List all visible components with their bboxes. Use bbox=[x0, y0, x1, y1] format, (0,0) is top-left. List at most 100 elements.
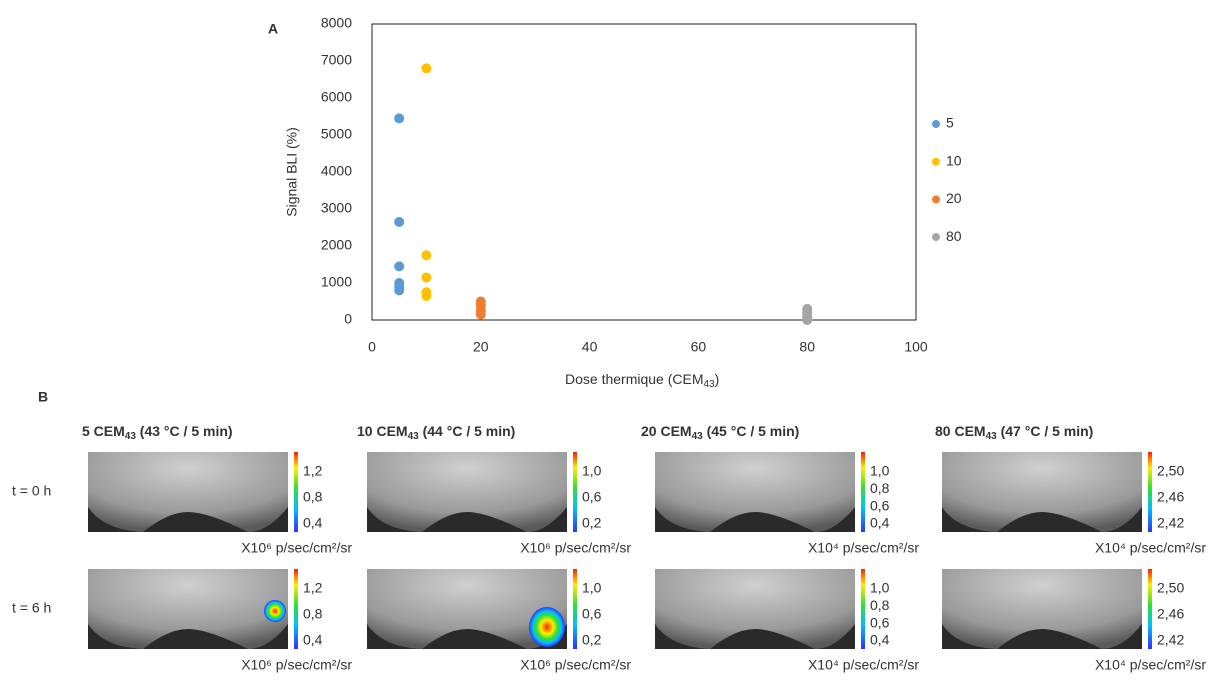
point bbox=[802, 315, 813, 325]
colorbar-label: 0,8 bbox=[870, 597, 890, 613]
x-tick-label: 100 bbox=[904, 339, 928, 355]
x-tick-label: 0 bbox=[368, 339, 376, 355]
legend-label: 5 bbox=[946, 115, 954, 131]
y-tick-label: 2000 bbox=[321, 237, 352, 253]
column-title-part: (47 °C / 5 min) bbox=[997, 423, 1094, 439]
colorbar bbox=[861, 569, 865, 649]
column-title-part: (45 °C / 5 min) bbox=[703, 423, 800, 439]
signal-spot bbox=[529, 607, 565, 647]
legend-label: 20 bbox=[946, 190, 962, 206]
x-tick-label: 40 bbox=[582, 339, 598, 355]
colorbar-label: 2,50 bbox=[1157, 580, 1184, 596]
unit-label: X10⁶ p/sec/cm²/sr bbox=[520, 657, 631, 673]
x-tick-label: 80 bbox=[799, 339, 815, 355]
x-tick-label: 20 bbox=[473, 339, 489, 355]
column-title-part: 43 bbox=[125, 431, 137, 442]
column-title-part: (43 °C / 5 min) bbox=[136, 423, 233, 439]
y-tick-label: 5000 bbox=[321, 126, 352, 142]
point bbox=[394, 261, 405, 272]
mouse-image bbox=[88, 569, 288, 649]
legend-marker bbox=[932, 195, 940, 204]
colorbar-label: 0,8 bbox=[303, 489, 323, 505]
signal-spot bbox=[264, 600, 286, 622]
panel-label: B bbox=[38, 389, 48, 405]
column-title: 20 CEM43 (45 °C / 5 min) bbox=[641, 423, 799, 442]
point bbox=[394, 113, 405, 124]
colorbar bbox=[1148, 452, 1152, 532]
mouse-image bbox=[367, 569, 567, 649]
unit-label: X10⁶ p/sec/cm²/sr bbox=[520, 540, 631, 556]
unit-label: X10⁶ p/sec/cm²/sr bbox=[241, 657, 352, 673]
legend-label: 10 bbox=[946, 152, 962, 168]
colorbar-label: 2,42 bbox=[1157, 515, 1184, 531]
colorbar-label: 0,2 bbox=[582, 515, 602, 531]
column-title-part: 43 bbox=[408, 431, 420, 442]
colorbar bbox=[573, 452, 577, 532]
point bbox=[394, 216, 405, 227]
y-tick-label: 7000 bbox=[321, 52, 352, 68]
column-title-part: 80 CEM bbox=[935, 423, 986, 439]
x-axis-title-part: Dose thermique (CEM bbox=[565, 371, 704, 387]
colorbar-label: 2,46 bbox=[1157, 489, 1184, 505]
unit-label: X10⁶ p/sec/cm²/sr bbox=[241, 540, 352, 556]
column-title-part: (44 °C / 5 min) bbox=[419, 423, 516, 439]
colorbar bbox=[294, 569, 298, 649]
mouse-image bbox=[942, 452, 1142, 532]
colorbar-label: 0,2 bbox=[582, 632, 602, 648]
unit-label: X10⁴ p/sec/cm²/sr bbox=[1095, 657, 1206, 673]
y-tick-label: 4000 bbox=[321, 163, 352, 179]
point bbox=[421, 272, 432, 283]
colorbar-label: 1,0 bbox=[870, 580, 890, 596]
y-tick-label: 6000 bbox=[321, 89, 352, 105]
column-title: 5 CEM43 (43 °C / 5 min) bbox=[82, 423, 233, 442]
colorbar-label: 0,4 bbox=[870, 632, 890, 648]
legend-marker bbox=[932, 233, 940, 242]
colorbar-label: 2,46 bbox=[1157, 606, 1184, 622]
colorbar-label: 0,6 bbox=[582, 606, 602, 622]
colorbar-label: 0,8 bbox=[303, 606, 323, 622]
x-axis-title: Dose thermique (CEM43) bbox=[565, 371, 719, 390]
column-title-part: 10 CEM bbox=[357, 423, 408, 439]
point bbox=[394, 285, 405, 296]
colorbar-label: 1,2 bbox=[303, 463, 323, 479]
point bbox=[475, 309, 486, 320]
colorbar-label: 0,6 bbox=[582, 489, 602, 505]
colorbar-label: 0,4 bbox=[870, 515, 890, 531]
point bbox=[421, 63, 432, 74]
colorbar-label: 0,6 bbox=[870, 497, 890, 513]
legend-marker bbox=[932, 157, 940, 166]
column-title-part: 43 bbox=[692, 431, 704, 442]
y-tick-label: 8000 bbox=[321, 15, 352, 31]
column-title-part: 20 CEM bbox=[641, 423, 692, 439]
unit-label: X10⁴ p/sec/cm²/sr bbox=[1095, 540, 1206, 556]
point bbox=[421, 290, 432, 301]
y-tick-label: 0 bbox=[344, 311, 352, 327]
y-tick-label: 3000 bbox=[321, 200, 352, 216]
y-tick-label: 1000 bbox=[321, 274, 352, 290]
colorbar-label: 1,2 bbox=[303, 580, 323, 596]
point bbox=[421, 250, 432, 261]
colorbar-label: 0,4 bbox=[303, 632, 323, 648]
mouse-image bbox=[88, 452, 288, 532]
column-title: 80 CEM43 (47 °C / 5 min) bbox=[935, 423, 1093, 442]
colorbar bbox=[1148, 569, 1152, 649]
colorbar-label: 1,0 bbox=[870, 463, 890, 479]
mouse-image bbox=[655, 569, 855, 649]
x-axis-title-part: ) bbox=[715, 371, 720, 387]
colorbar-label: 2,42 bbox=[1157, 632, 1184, 648]
colorbar bbox=[294, 452, 298, 532]
column-title-part: 43 bbox=[986, 431, 998, 442]
colorbar-label: 0,8 bbox=[870, 480, 890, 496]
unit-label: X10⁴ p/sec/cm²/sr bbox=[808, 657, 919, 673]
mouse-image bbox=[367, 452, 567, 532]
y-axis-title: Signal BLI (%) bbox=[284, 127, 300, 216]
colorbar bbox=[861, 452, 865, 532]
plot-area bbox=[371, 23, 917, 321]
panel-label: A bbox=[268, 21, 278, 37]
row-label: t = 6 h bbox=[12, 600, 51, 616]
colorbar-label: 1,0 bbox=[582, 580, 602, 596]
column-title: 10 CEM43 (44 °C / 5 min) bbox=[357, 423, 515, 442]
column-title-part: 5 CEM bbox=[82, 423, 125, 439]
legend-label: 80 bbox=[946, 228, 962, 244]
